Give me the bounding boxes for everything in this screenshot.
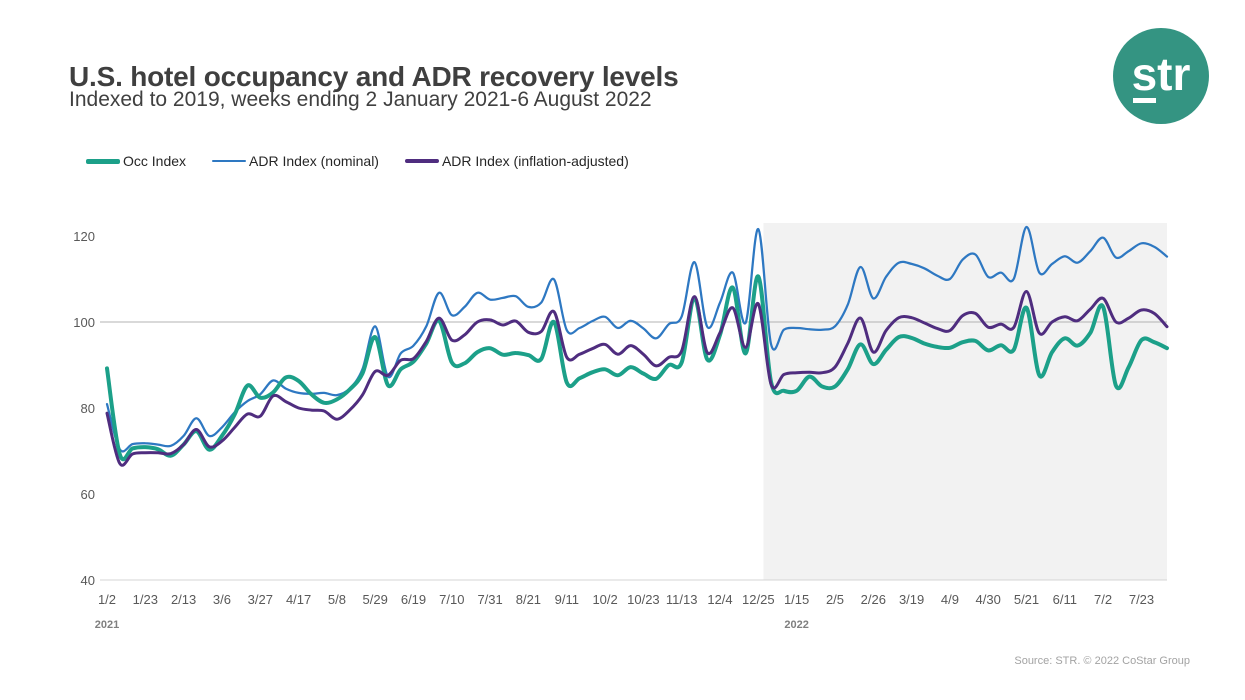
x-tick-label: 1/15	[784, 592, 809, 607]
chart-legend: Occ Index ADR Index (nominal) ADR Index …	[86, 153, 629, 169]
x-tick-label: 3/27	[248, 592, 273, 607]
legend-label: Occ Index	[123, 153, 187, 169]
x-tick-label: 3/19	[899, 592, 924, 607]
x-tick-label: 12/25	[742, 592, 775, 607]
legend-label: ADR Index (inflation-adjusted)	[441, 153, 629, 169]
x-tick-label: 5/29	[363, 592, 388, 607]
str-logo-text: str	[1132, 48, 1191, 100]
x-tick-label: 10/23	[627, 592, 660, 607]
legend-label: ADR Index (nominal)	[249, 153, 379, 169]
x-tick-label: 2/13	[171, 592, 196, 607]
str-logo-underline	[1133, 98, 1156, 103]
x-tick-label: 4/30	[976, 592, 1001, 607]
legend-item-adr-inflation-adjusted: ADR Index (inflation-adjusted)	[404, 153, 629, 169]
x-tick-label: 3/6	[213, 592, 231, 607]
x-tick-label: 2/26	[861, 592, 886, 607]
x-tick-label: 6/19	[401, 592, 426, 607]
year-label: 2021	[95, 619, 119, 631]
x-tick-label: 2/5	[826, 592, 844, 607]
legend-item-occ-index: Occ Index	[86, 153, 186, 169]
x-tick-label: 7/2	[1094, 592, 1112, 607]
x-tick-label: 5/8	[328, 592, 346, 607]
year-label: 2022	[784, 619, 808, 631]
adr-inflation-adjusted-swatch-icon	[404, 159, 439, 163]
page-subtitle: Indexed to 2019, weeks ending 2 January …	[69, 88, 652, 111]
x-tick-label: 1/2	[98, 592, 116, 607]
shaded-region-2022	[763, 223, 1167, 580]
x-tick-label: 7/23	[1129, 592, 1154, 607]
x-tick-label: 4/17	[286, 592, 311, 607]
x-tick-label: 5/21	[1014, 592, 1039, 607]
x-tick-label: 10/2	[592, 592, 617, 607]
x-tick-label: 7/31	[477, 592, 502, 607]
y-tick-label: 100	[73, 315, 95, 330]
x-tick-label: 12/4	[707, 592, 732, 607]
x-tick-label: 4/9	[941, 592, 959, 607]
y-tick-label: 120	[73, 229, 95, 244]
adr-nominal-swatch-icon	[212, 159, 247, 163]
legend-item-adr-nominal: ADR Index (nominal)	[212, 153, 379, 169]
x-tick-label: 9/11	[555, 592, 579, 607]
x-tick-label: 6/11	[1053, 592, 1077, 607]
series-line-occ-index	[105, 274, 1169, 462]
y-tick-label: 80	[81, 401, 95, 416]
x-tick-label: 7/10	[439, 592, 464, 607]
x-tick-label: 1/23	[133, 592, 158, 607]
page-title: U.S. hotel occupancy and ADR recovery le…	[69, 60, 679, 92]
series-line-adr-index-inflation-adjusted	[105, 289, 1169, 467]
source-attribution: Source: STR. © 2022 CoStar Group	[1014, 655, 1190, 667]
y-tick-label: 40	[81, 573, 95, 588]
x-tick-label: 8/21	[516, 592, 541, 607]
y-tick-label: 60	[81, 487, 95, 502]
str-logo: str	[1113, 28, 1209, 124]
series-line-adr-index-nominal	[105, 225, 1169, 453]
occ-index-swatch-icon	[86, 158, 120, 164]
x-tick-label: 11/13	[666, 592, 698, 607]
